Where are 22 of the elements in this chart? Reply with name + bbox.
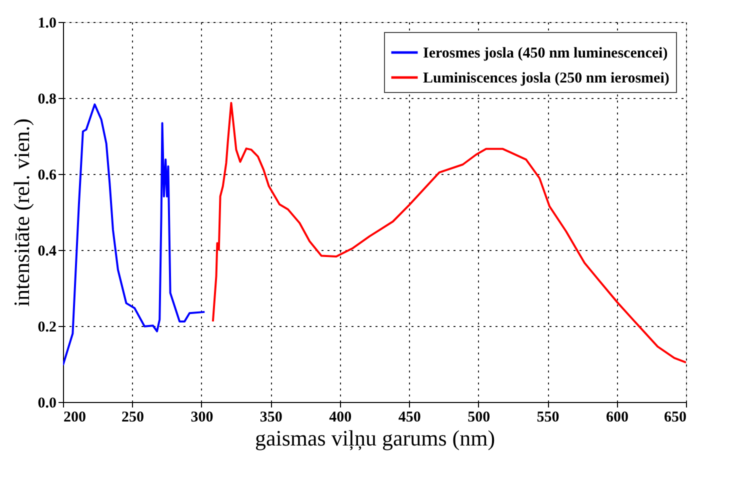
y-tick-label: 0.6: [38, 168, 57, 184]
y-tick-label: 1.0: [38, 16, 56, 32]
line-series: [212, 102, 686, 364]
line-series: [63, 103, 206, 366]
x-tick-label: 300: [190, 410, 214, 426]
x-tick-label: 600: [606, 410, 629, 426]
x-tick-label: 650: [664, 410, 686, 426]
x-tick-label: 200: [64, 410, 86, 426]
y-tick-label: 0.8: [38, 92, 56, 108]
x-tick-label: 500: [468, 410, 490, 426]
legend-label: Luminiscences josla (250 nm ierosmei): [423, 70, 670, 86]
y-tick-label: 0.2: [38, 320, 56, 336]
x-tick-label: 250: [121, 410, 144, 426]
y-tick-label: 0.0: [38, 396, 56, 412]
x-axis-title: gaismas viļņu garums (nm): [254, 426, 496, 450]
x-tick-label: 450: [398, 410, 421, 426]
x-tick-label: 350: [260, 410, 282, 426]
y-axis-title: intensitāte (rel. vien.): [8, 118, 34, 307]
x-tick-label: 400: [329, 410, 352, 426]
x-tick-label: 550: [536, 410, 560, 426]
y-tick-label: 0.4: [38, 244, 57, 260]
legend-label: Ierosmes josla (450 nm luminescencei): [423, 46, 668, 62]
